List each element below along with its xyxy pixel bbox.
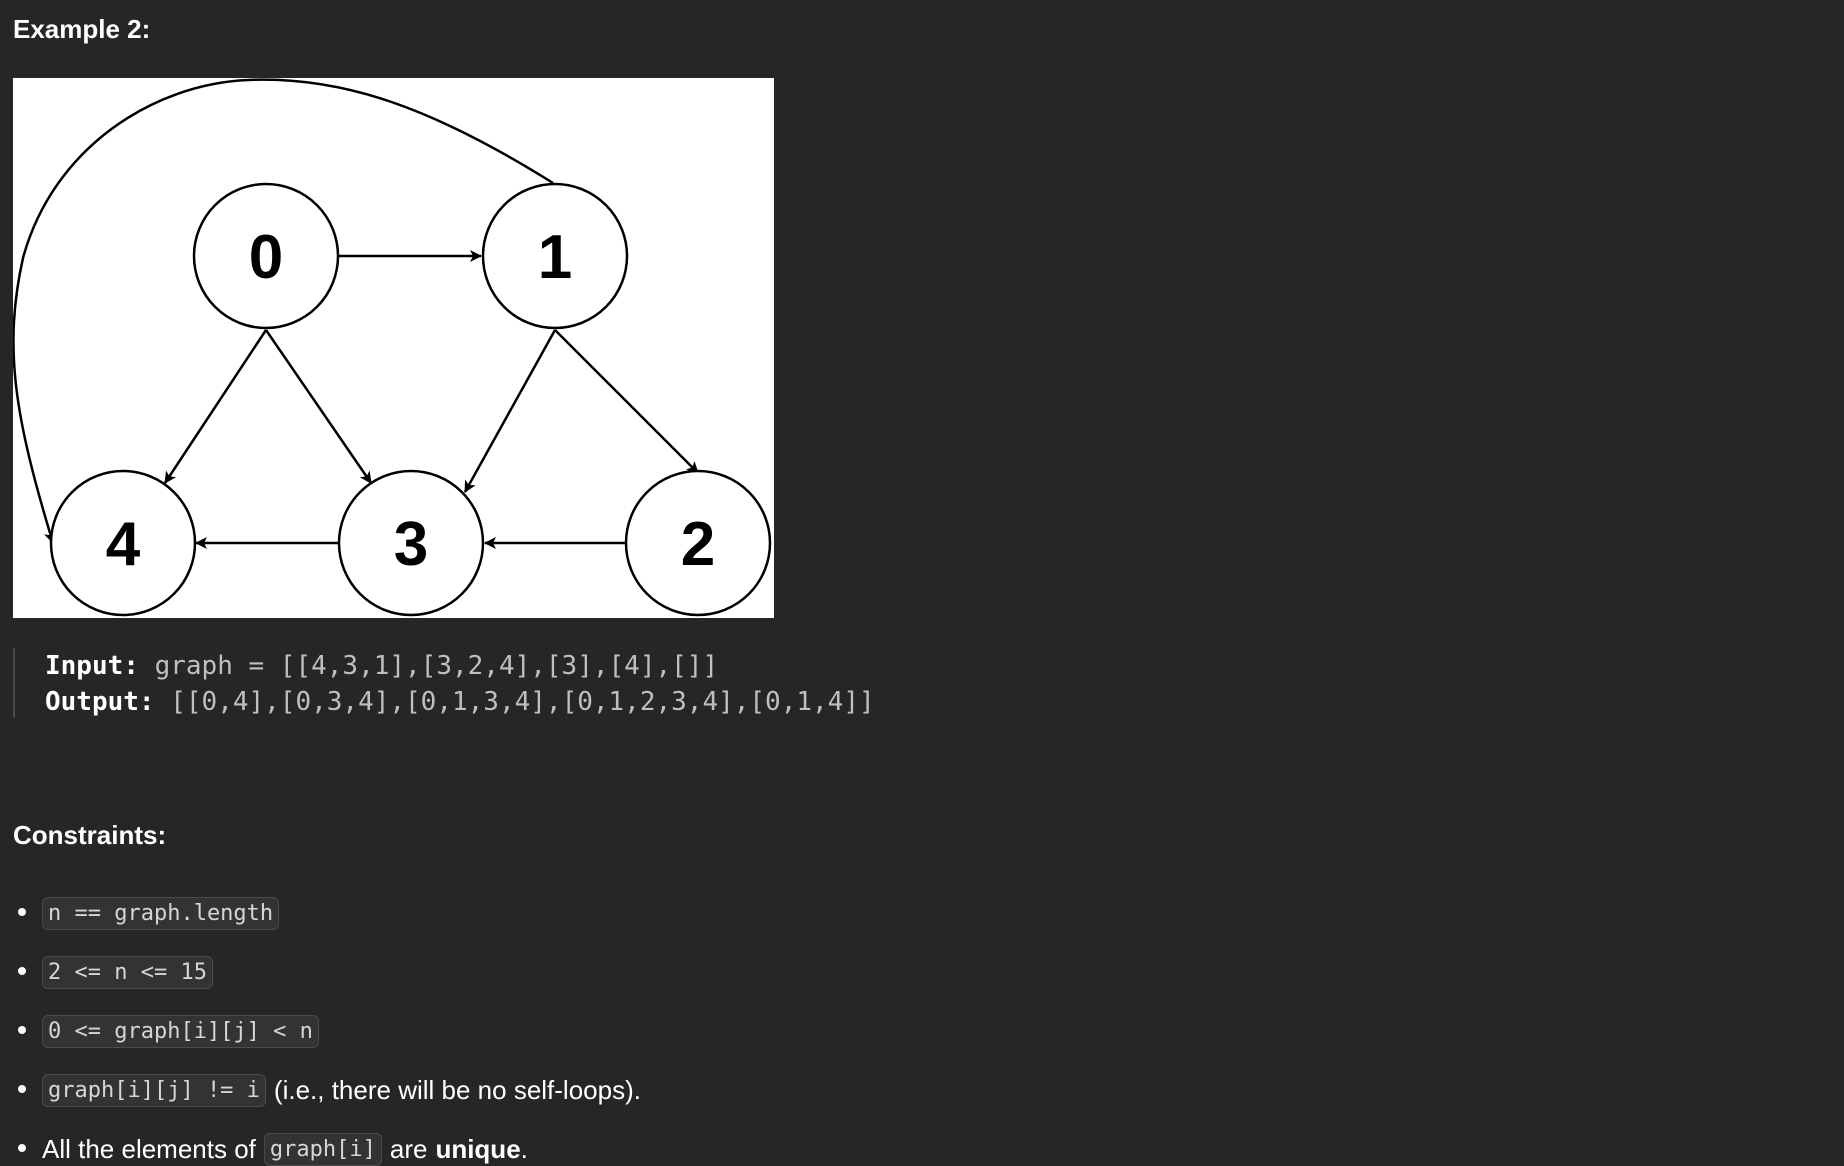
input-line: Input: graph = [[4,3,1],[3,2,4],[3],[4],…	[45, 648, 875, 684]
bullet-icon	[18, 1026, 26, 1034]
node-4-label: 4	[106, 510, 141, 579]
edge-1-2	[554, 329, 699, 474]
node-1-label: 1	[538, 223, 572, 292]
output-value: [[0,4],[0,3,4],[0,1,3,4],[0,1,2,3,4],[0,…	[154, 687, 875, 717]
bullet-icon	[18, 1144, 26, 1152]
edge-1-3	[463, 329, 557, 493]
input-label: Input:	[45, 651, 139, 681]
node-2: 2	[624, 469, 772, 617]
output-line: Output: [[0,4],[0,3,4],[0,1,3,4],[0,1,2,…	[45, 684, 875, 720]
constraints-heading: Constraints:	[13, 820, 167, 850]
constraint-code: graph[i][j] != i	[42, 1074, 266, 1107]
bullet-icon	[18, 967, 26, 975]
constraint-text: are	[389, 1134, 428, 1164]
bullet-icon	[18, 1085, 26, 1093]
bullet-icon	[18, 908, 26, 916]
node-4: 4	[49, 469, 197, 617]
constraint-item: 2 <= n <= 15	[0, 943, 649, 1002]
constraint-code: n == graph.length	[42, 897, 280, 930]
constraint-code: 2 <= n <= 15	[42, 956, 213, 989]
constraint-code: graph[i]	[263, 1133, 382, 1166]
node-0: 0	[192, 182, 340, 330]
edge-0-4	[163, 329, 268, 484]
constraint-item: All the elements of graph[i] are unique …	[0, 1120, 649, 1166]
graph-diagram: 0 1 2 3 4	[13, 78, 772, 617]
constraint-emphasis: unique	[435, 1134, 521, 1164]
node-3: 3	[337, 469, 485, 617]
constraint-code: 0 <= graph[i][j] < n	[42, 1015, 319, 1048]
node-3-label: 3	[394, 510, 428, 579]
constraint-text: (i.e., there will be no self-loops).	[273, 1075, 641, 1105]
node-2-label: 2	[681, 510, 715, 579]
constraint-item: graph[i][j] != i (i.e., there will be no…	[0, 1061, 649, 1120]
input-value: graph = [[4,3,1],[3,2,4],[3],[4],[]]	[138, 651, 719, 681]
example-heading: Example 2:	[13, 14, 151, 44]
graph-figure: 0 1 2 3 4	[13, 78, 774, 618]
example-io-block: Input: graph = [[4,3,1],[3,2,4],[3],[4],…	[13, 648, 875, 718]
constraint-text: .	[520, 1134, 528, 1164]
edge-0-3	[264, 329, 373, 484]
output-label: Output:	[45, 687, 155, 717]
node-1: 1	[481, 182, 629, 330]
node-0-label: 0	[249, 223, 283, 292]
constraint-item: 0 <= graph[i][j] < n	[0, 1002, 649, 1061]
constraint-text: All the elements of	[42, 1134, 256, 1164]
constraint-item: n == graph.length	[0, 884, 649, 943]
edge-1-4	[13, 78, 554, 544]
constraints-list: n == graph.length 2 <= n <= 15 0 <= grap…	[0, 884, 649, 1166]
